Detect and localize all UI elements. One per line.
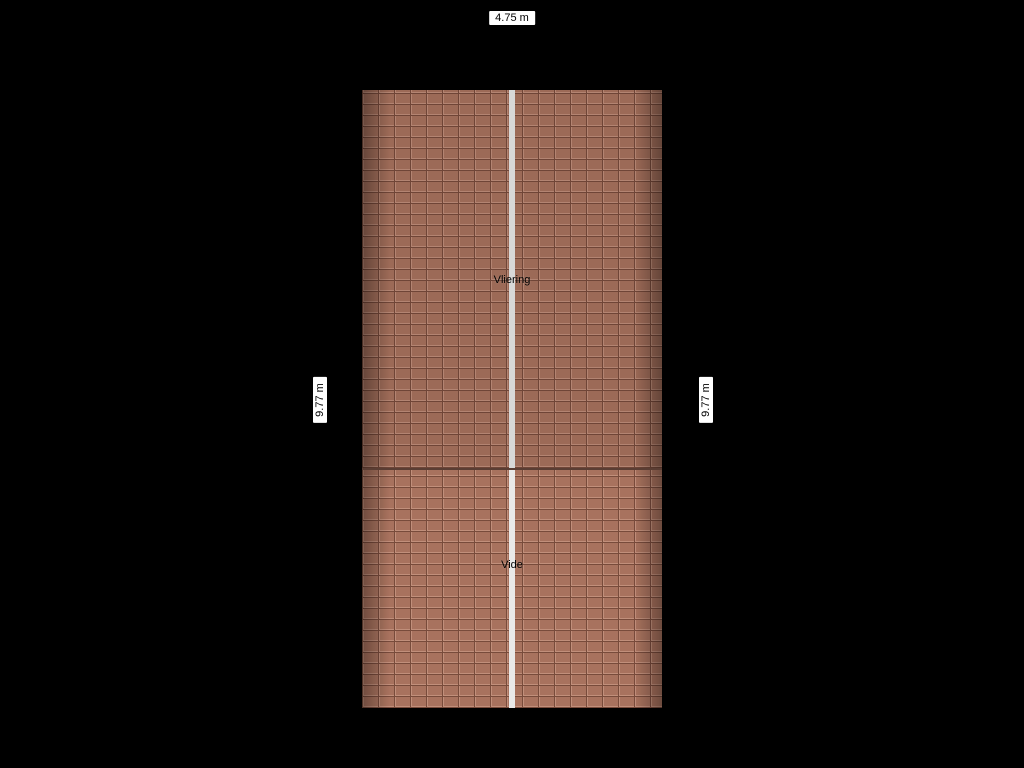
dimension-right: 9.77 m xyxy=(698,376,714,424)
roof-section-vide xyxy=(362,468,662,708)
roof-section-vliering xyxy=(362,90,662,468)
roof-ridge xyxy=(509,468,515,708)
roof-ridge xyxy=(509,90,515,468)
roof-plan xyxy=(362,90,662,708)
roof-section-divider xyxy=(362,468,662,470)
dimension-top: 4.75 m xyxy=(488,10,536,26)
floorplan-canvas: 4.75 m 9.77 m 9.77 m Vliering Vide xyxy=(0,0,1024,768)
dimension-left: 9.77 m xyxy=(312,376,328,424)
